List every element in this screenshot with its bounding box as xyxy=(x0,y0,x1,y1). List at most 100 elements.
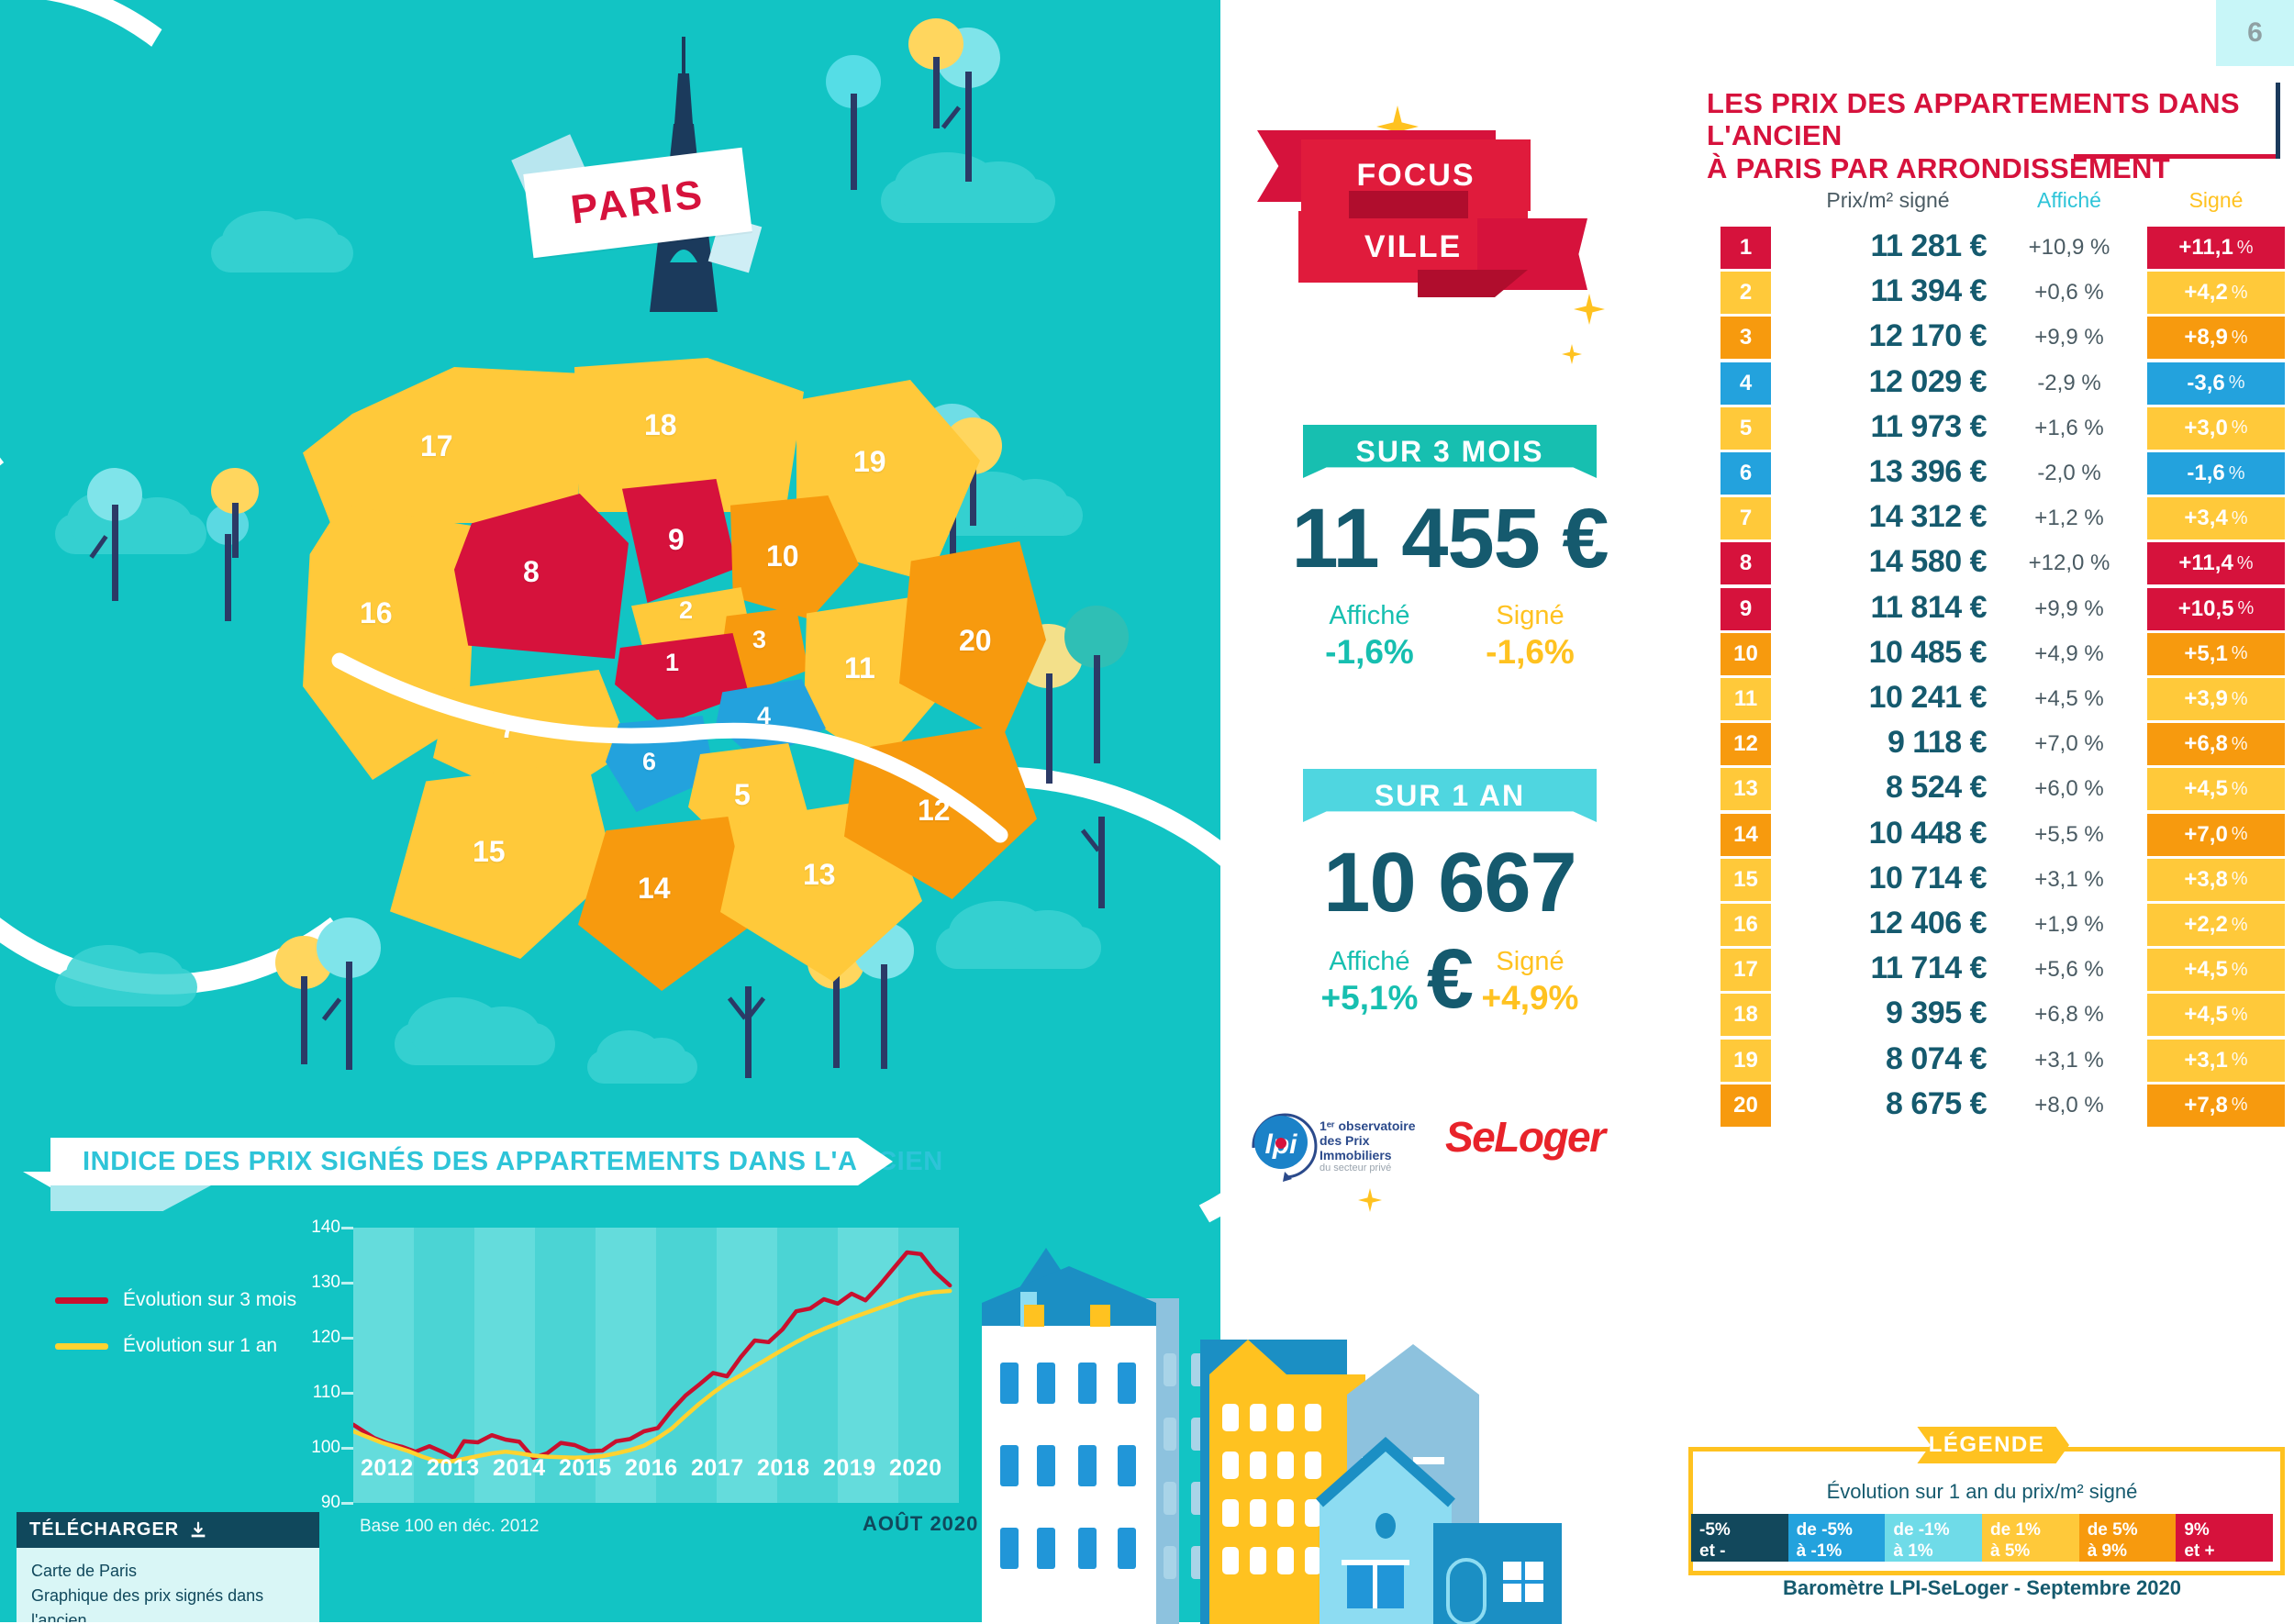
row-arrondissement-badge: 14 xyxy=(1720,813,1771,856)
focus-line2: VILLE xyxy=(1364,228,1463,264)
row-arrondissement-badge: 15 xyxy=(1720,858,1771,901)
row-arrondissement-badge: 11 xyxy=(1720,678,1771,720)
row-price: 12 170 € xyxy=(1868,318,1988,354)
table-row[interactable]: 8 14 580 € +12,0 % +11,4% xyxy=(1707,542,2285,587)
row-affiche: +9,9 % xyxy=(2034,595,2104,621)
row-affiche: -2,0 % xyxy=(2037,461,2101,485)
row-arrondissement-badge: 3 xyxy=(1720,317,1771,360)
row-affiche: +9,9 % xyxy=(2034,325,2104,350)
sparkle-icon xyxy=(1358,1188,1382,1212)
row-signe: +4,5% xyxy=(2147,994,2285,1037)
row-affiche: +3,1 % xyxy=(2034,1047,2104,1073)
legend-cell: 9% et + xyxy=(2176,1514,2274,1562)
row-price: 13 396 € xyxy=(1868,454,1988,489)
row-signe: +3,9% xyxy=(2147,678,2285,720)
download-link-graphique[interactable]: Graphique des prix signés dans l'ancien xyxy=(31,1586,264,1622)
sparkle-icon xyxy=(1376,106,1419,148)
arrondissement-8[interactable] xyxy=(454,494,629,659)
table-row[interactable]: 6 13 396 € -2,0 % -1,6% xyxy=(1707,452,2285,497)
arrondissement-9[interactable] xyxy=(622,479,737,603)
row-price: 11 973 € xyxy=(1870,408,1988,444)
row-affiche: +4,9 % xyxy=(2034,640,2104,666)
table-row[interactable]: 16 12 406 € +1,9 % +2,2% xyxy=(1707,904,2285,949)
arrondissement-17[interactable] xyxy=(303,367,578,523)
table-row[interactable]: 3 12 170 € +9,9 % +8,9% xyxy=(1707,317,2285,362)
lpi-line2: des Prix Immobiliers xyxy=(1320,1133,1392,1162)
table-row[interactable]: 7 14 312 € +1,2 % +3,4% xyxy=(1707,497,2285,542)
download-list: Carte de Paris Graphique des prix signés… xyxy=(17,1548,319,1622)
row-price: 8 074 € xyxy=(1886,1040,1987,1076)
table-row[interactable]: 1 11 281 € +10,9 % +11,1% xyxy=(1707,227,2285,272)
chart-xtick-label: 2018 xyxy=(757,1455,810,1481)
table-row[interactable]: 20 8 675 € +8,0 % +7,8% xyxy=(1707,1084,2285,1129)
table-row[interactable]: 12 9 118 € +7,0 % +6,8% xyxy=(1707,723,2285,768)
chart-ytick xyxy=(341,1282,353,1285)
stat-flag-1an: SUR 1 AN xyxy=(1303,769,1597,822)
row-signe: +6,8% xyxy=(2147,723,2285,766)
table-row[interactable]: 13 8 524 € +6,0 % +4,5% xyxy=(1707,768,2285,813)
download-icon[interactable] xyxy=(188,1520,208,1541)
row-affiche: +3,1 % xyxy=(2034,866,2104,892)
th-price: Prix/m² signé xyxy=(1826,188,1950,212)
chart-ytick-label: 110 xyxy=(312,1383,340,1402)
ribbon-shadow xyxy=(50,1185,211,1211)
chart-period-note: AOÛT 2020 xyxy=(863,1512,979,1535)
buildings-illustration xyxy=(982,1248,1562,1624)
row-price: 10 714 € xyxy=(1868,860,1988,895)
table-row[interactable]: 2 11 394 € +0,6 % +4,2% xyxy=(1707,272,2285,317)
download-link-carte[interactable]: Carte de Paris xyxy=(31,1562,138,1580)
lpi-line3: du secteur privé xyxy=(1320,1162,1392,1174)
row-signe: +3,0% xyxy=(2147,406,2285,450)
chart-ytick xyxy=(341,1227,353,1229)
row-price: 10 448 € xyxy=(1868,815,1988,851)
download-header[interactable]: TÉLÉCHARGER xyxy=(17,1512,319,1548)
stat-flag-3mois: SUR 3 MOIS xyxy=(1303,425,1597,478)
row-signe: +4,5% xyxy=(2147,949,2285,992)
focus-ville-ribbon: FOCUS VILLE xyxy=(1257,119,1587,297)
row-arrondissement-badge: 2 xyxy=(1720,272,1771,315)
table-row[interactable]: 15 10 714 € +3,1 % +3,8% xyxy=(1707,858,2285,904)
row-signe: +7,8% xyxy=(2147,1084,2285,1127)
stat-sub-1an: Affiché +5,1% Signé +4,9% xyxy=(1289,947,1610,1018)
row-affiche: +7,0 % xyxy=(2034,731,2104,757)
cloud-icon xyxy=(936,901,1101,969)
table-row[interactable]: 5 11 973 € +1,6 % +3,0% xyxy=(1707,406,2285,452)
legend-item-1an: Évolution sur 1 an xyxy=(55,1335,296,1357)
table-row[interactable]: 19 8 074 € +3,1 % +3,1% xyxy=(1707,1039,2285,1085)
cloud-icon xyxy=(55,944,197,1007)
row-price: 11 281 € xyxy=(1870,228,1988,263)
legend-cell: -5% et - xyxy=(1691,1514,1788,1562)
indice-title: INDICE DES PRIX SIGNÉS DES APPARTEMENTS … xyxy=(83,1146,943,1176)
row-arrondissement-badge: 1 xyxy=(1720,227,1771,269)
sparkle-icon xyxy=(1574,294,1605,325)
table-row[interactable]: 11 10 241 € +4,5 % +3,9% xyxy=(1707,678,2285,723)
row-price: 10 241 € xyxy=(1868,680,1988,715)
stat-affiche-1an: Affiché +5,1% xyxy=(1289,947,1450,1018)
legend-cell: de 5% à 9% xyxy=(2078,1514,2177,1562)
row-price: 8 675 € xyxy=(1886,1085,1987,1121)
table-row[interactable]: 4 12 029 € -2,9 % -3,6% xyxy=(1707,362,2285,407)
arrondissement-15[interactable] xyxy=(390,762,615,959)
table-row[interactable]: 10 10 485 € +4,9 % +5,1% xyxy=(1707,632,2285,678)
chart-ytick-label: 90 xyxy=(320,1493,340,1512)
chart-plot-area xyxy=(353,1250,952,1464)
chart-ytick xyxy=(341,1337,353,1340)
row-affiche: +6,0 % xyxy=(2034,776,2104,802)
table-row[interactable]: 14 10 448 € +5,5 % +7,0% xyxy=(1707,813,2285,859)
chart-series-1an xyxy=(353,1288,952,1464)
download-box[interactable]: TÉLÉCHARGER Carte de Paris Graphique des… xyxy=(17,1512,319,1622)
stat-signe-1an: Signé +4,9% xyxy=(1450,947,1610,1018)
stat-signe-key-3mois: Signé xyxy=(1496,601,1565,630)
table-row[interactable]: 17 11 714 € +5,6 % +4,5% xyxy=(1707,949,2285,994)
chart-xtick-label: 2019 xyxy=(823,1455,876,1481)
table-row[interactable]: 9 11 814 € +9,9 % +10,5% xyxy=(1707,587,2285,633)
cloud-icon xyxy=(881,152,1055,223)
table-row[interactable]: 18 9 395 € +6,8 % +4,5% xyxy=(1707,994,2285,1039)
row-arrondissement-badge: 13 xyxy=(1720,768,1771,811)
legend-swatch-3mois xyxy=(55,1296,108,1304)
chart-series-3mois xyxy=(353,1250,952,1461)
stat-affiche-3mois: Affiché -1,6% xyxy=(1289,601,1450,672)
legend-tab: LÉGENDE xyxy=(1917,1427,2069,1463)
row-signe: +3,4% xyxy=(2147,497,2285,540)
row-arrondissement-badge: 19 xyxy=(1720,1039,1771,1082)
